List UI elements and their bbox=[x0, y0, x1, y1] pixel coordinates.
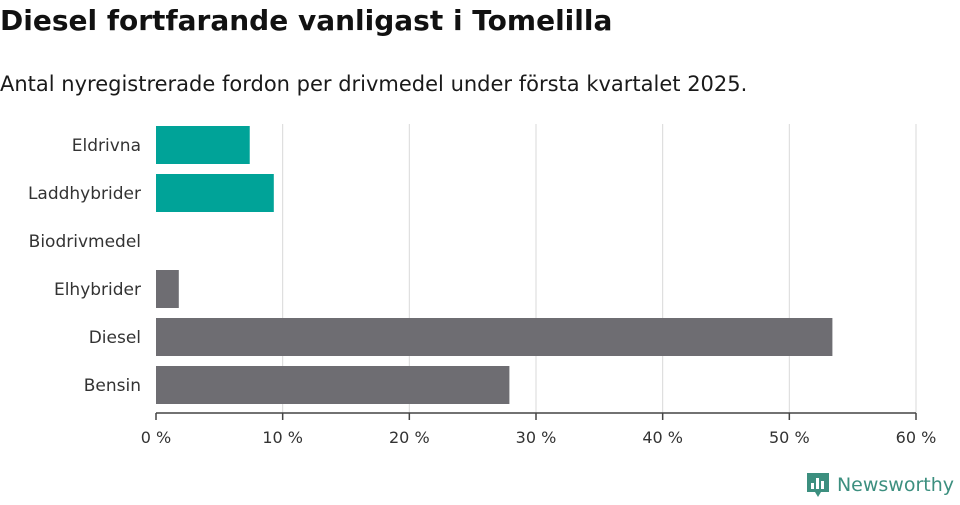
category-label: Biodrivmedel bbox=[29, 232, 141, 252]
x-tick-label: 30 % bbox=[516, 428, 557, 447]
category-label: Diesel bbox=[89, 328, 141, 348]
x-tick-label: 0 % bbox=[141, 428, 171, 447]
x-tick-label: 20 % bbox=[389, 428, 430, 447]
bar-laddhybrider bbox=[156, 174, 274, 212]
bar-chart: Eldrivna Laddhybrider Biodrivmedel Elhybrid… bbox=[28, 124, 937, 447]
bar-elhybrider bbox=[156, 270, 179, 308]
bar-chart-speech-bubble-icon bbox=[806, 473, 829, 497]
x-tick-label: 50 % bbox=[769, 428, 810, 447]
category-label: Laddhybrider bbox=[28, 184, 141, 204]
brand-name: Newsworthy bbox=[836, 474, 954, 496]
category-label: Eldrivna bbox=[72, 136, 141, 156]
x-tick-label: 60 % bbox=[896, 428, 937, 447]
bar-diesel bbox=[156, 318, 833, 356]
bar-bensin bbox=[156, 366, 510, 404]
x-tick-label: 10 % bbox=[262, 428, 303, 447]
category-label: Elhybrider bbox=[54, 280, 141, 300]
chart-title: Diesel fortfarande vanligast i Tomelilla bbox=[0, 4, 613, 37]
x-tick-label: 40 % bbox=[642, 428, 683, 447]
category-label: Bensin bbox=[84, 376, 141, 396]
bar-eldrivna bbox=[156, 126, 250, 164]
newsworthy-logo: Newsworthy bbox=[805, 471, 954, 499]
chart-subtitle: Antal nyregistrerade fordon per drivmede… bbox=[0, 72, 748, 96]
